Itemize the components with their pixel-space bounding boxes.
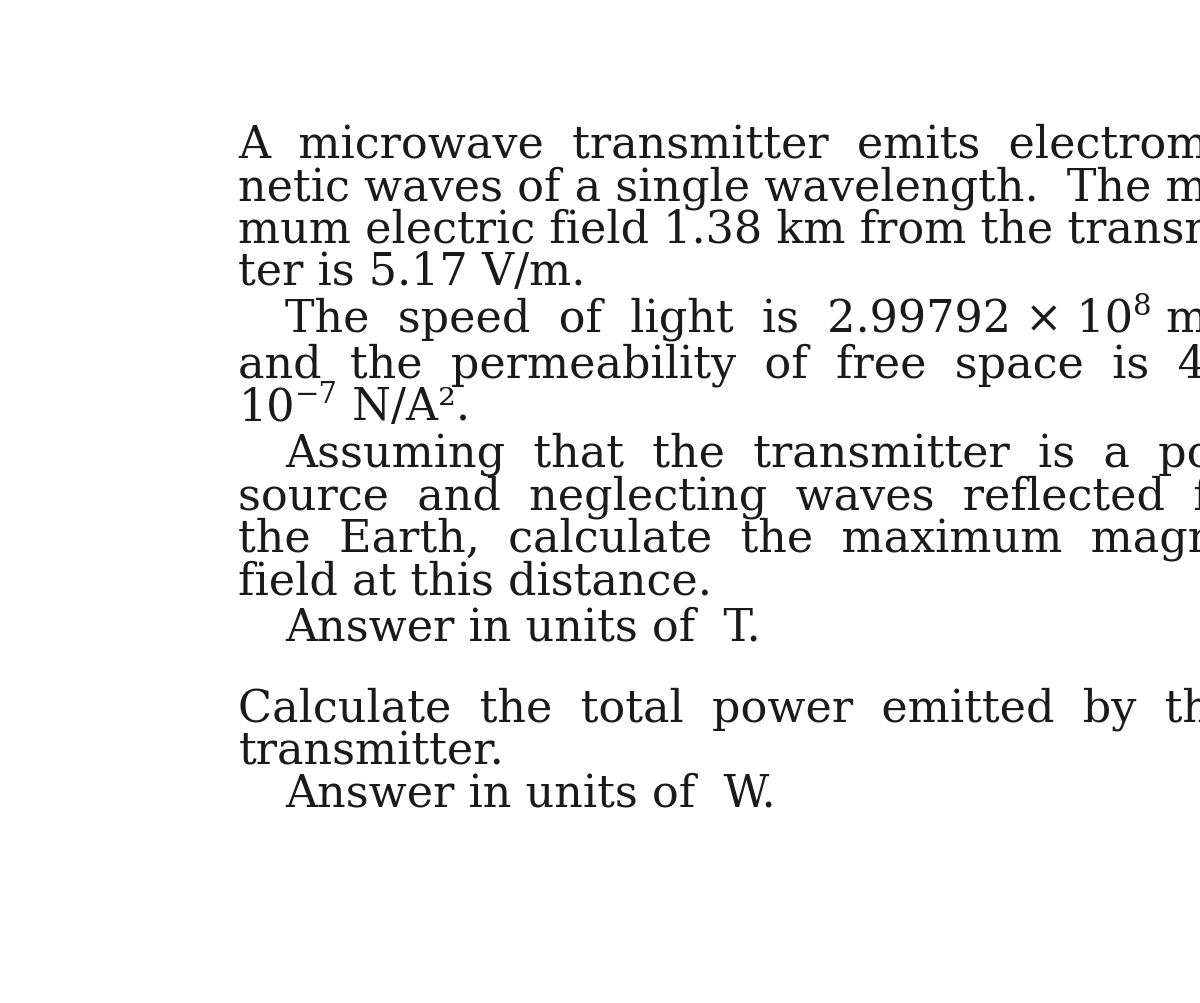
- Text: Answer in units of  W.: Answer in units of W.: [284, 772, 775, 815]
- Text: Answer in units of  T.: Answer in units of T.: [284, 606, 761, 649]
- Text: N/A².: N/A².: [338, 386, 470, 429]
- Text: netic waves of a single wavelength.  The maxi-: netic waves of a single wavelength. The …: [239, 165, 1200, 210]
- Text: −7: −7: [295, 381, 338, 409]
- Text: the  Earth,  calculate  the  maximum  magnetic: the Earth, calculate the maximum magneti…: [239, 518, 1200, 561]
- Text: m/s: m/s: [1152, 297, 1200, 340]
- Text: mum electric field 1.38 km from the transmit-: mum electric field 1.38 km from the tran…: [239, 209, 1200, 252]
- Text: field at this distance.: field at this distance.: [239, 560, 713, 603]
- Text: 8: 8: [1133, 292, 1152, 320]
- Text: transmitter.: transmitter.: [239, 729, 504, 772]
- Text: 10: 10: [239, 386, 295, 429]
- Text: The  speed  of  light  is  2.99792 × 10: The speed of light is 2.99792 × 10: [284, 297, 1133, 341]
- Text: A  microwave  transmitter  emits  electromag-: A microwave transmitter emits electromag…: [239, 123, 1200, 166]
- Text: ter is 5.17 V/m.: ter is 5.17 V/m.: [239, 251, 586, 294]
- Text: Assuming  that  the  transmitter  is  a  point: Assuming that the transmitter is a point: [284, 432, 1200, 475]
- Text: Calculate  the  total  power  emitted  by  the: Calculate the total power emitted by the: [239, 687, 1200, 731]
- Text: source  and  neglecting  waves  reflected  from: source and neglecting waves reflected fr…: [239, 474, 1200, 519]
- Text: and  the  permeability  of  free  space  is  4π ×: and the permeability of free space is 4π…: [239, 343, 1200, 387]
